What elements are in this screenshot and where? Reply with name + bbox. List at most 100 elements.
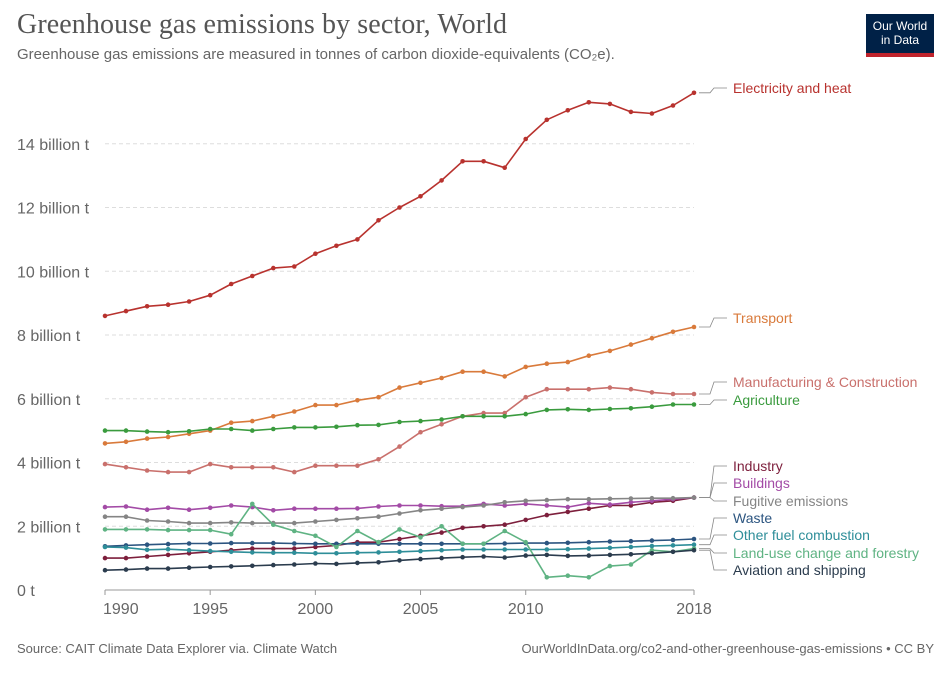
data-point[interactable] [313,533,318,539]
data-point[interactable] [649,538,655,543]
data-point[interactable] [250,501,255,507]
data-point[interactable] [481,414,486,419]
data-point[interactable] [376,218,381,223]
data-point[interactable] [481,547,486,552]
data-point[interactable] [691,542,697,547]
data-point[interactable] [165,552,171,558]
data-point[interactable] [565,573,571,578]
data-point[interactable] [313,544,318,550]
data-point[interactable] [207,292,213,298]
data-point[interactable] [397,536,402,542]
data-point[interactable] [439,524,444,529]
data-point[interactable] [250,550,255,555]
data-point[interactable] [586,501,592,506]
data-point[interactable] [271,522,276,527]
data-point[interactable] [355,237,360,242]
series-industry[interactable] [102,495,697,561]
data-point[interactable] [670,391,676,397]
series-label[interactable]: Waste [733,510,772,526]
data-point[interactable] [250,428,255,433]
data-point[interactable] [123,465,129,470]
data-point[interactable] [186,429,192,434]
data-point[interactable] [544,361,550,367]
data-point[interactable] [292,425,297,430]
data-point[interactable] [292,506,297,512]
data-point[interactable] [565,546,571,552]
series-electricity-and-heat[interactable] [102,90,697,319]
series-line[interactable] [105,496,695,524]
data-point[interactable] [355,560,360,566]
data-point[interactable] [144,507,150,512]
data-point[interactable] [334,402,339,408]
data-point[interactable] [460,159,465,164]
data-point[interactable] [102,461,108,467]
data-point[interactable] [228,465,234,470]
series-fugitive-emissions[interactable] [102,495,697,526]
data-point[interactable] [334,561,339,567]
data-point[interactable] [292,541,297,546]
series-buildings[interactable] [102,495,697,513]
data-point[interactable] [144,429,150,434]
data-point[interactable] [186,565,192,570]
data-point[interactable] [102,527,108,532]
data-point[interactable] [186,299,192,304]
data-point[interactable] [165,541,171,547]
data-point[interactable] [628,562,634,567]
data-point[interactable] [607,539,613,544]
data-point[interactable] [460,541,465,547]
data-point[interactable] [102,441,108,446]
data-point[interactable] [544,386,550,392]
data-point[interactable] [523,547,528,552]
data-point[interactable] [355,550,360,555]
data-point[interactable] [565,540,571,546]
data-point[interactable] [207,548,213,554]
data-point[interactable] [207,527,213,533]
data-point[interactable] [649,551,655,556]
series-land-use-change-and-forestry[interactable] [102,501,697,580]
data-point[interactable] [418,429,423,435]
data-point[interactable] [481,541,486,547]
data-point[interactable] [228,549,234,555]
data-point[interactable] [144,547,150,553]
data-point[interactable] [207,564,213,570]
data-point[interactable] [586,506,592,512]
data-point[interactable] [165,434,171,440]
data-point[interactable] [586,575,592,580]
data-point[interactable] [649,495,655,501]
data-point[interactable] [523,498,528,504]
data-point[interactable] [355,398,360,403]
data-point[interactable] [102,555,108,561]
data-point[interactable] [271,546,276,551]
data-point[interactable] [292,562,297,567]
data-point[interactable] [439,541,444,547]
data-point[interactable] [271,265,276,271]
data-point[interactable] [607,502,613,507]
data-point[interactable] [334,541,339,547]
data-point[interactable] [565,359,571,365]
data-point[interactable] [250,546,255,551]
data-point[interactable] [523,539,528,545]
data-point[interactable] [418,380,423,386]
data-point[interactable] [123,555,129,561]
data-point[interactable] [481,369,486,375]
data-point[interactable] [649,543,655,549]
data-point[interactable] [186,547,192,553]
data-point[interactable] [334,544,339,550]
data-point[interactable] [544,497,550,503]
data-point[interactable] [439,417,444,422]
data-point[interactable] [607,545,613,551]
data-point[interactable] [460,547,465,552]
data-point[interactable] [186,520,192,526]
data-point[interactable] [586,546,592,551]
data-point[interactable] [670,495,676,501]
data-point[interactable] [397,549,402,555]
data-point[interactable] [691,402,697,407]
data-point[interactable] [271,540,276,546]
data-point[interactable] [544,117,550,123]
data-point[interactable] [102,567,108,573]
data-point[interactable] [481,503,486,508]
series-label[interactable]: Electricity and heat [733,80,851,96]
series-label[interactable]: Fugitive emissions [733,493,848,509]
data-point[interactable] [586,386,592,392]
data-point[interactable] [418,541,423,547]
